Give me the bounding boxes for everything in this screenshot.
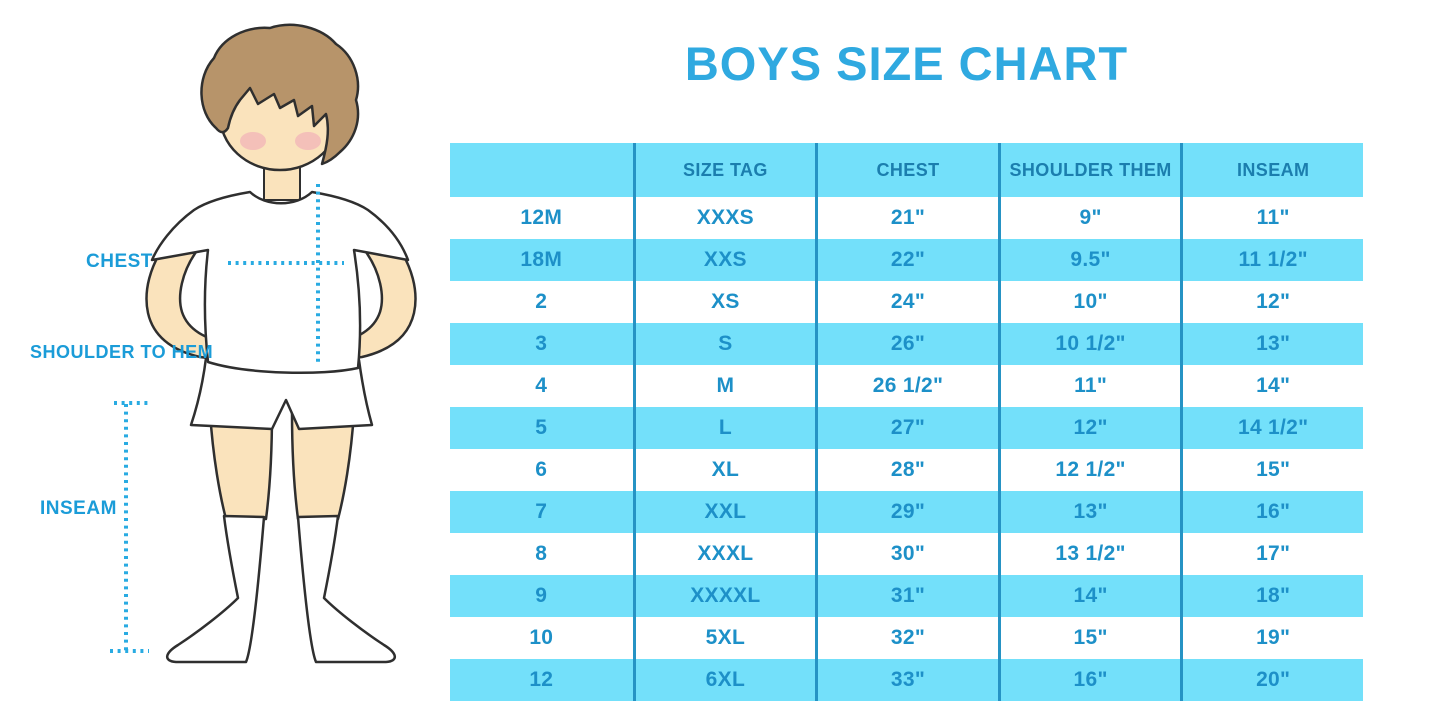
table-cell: 12 1/2" (997, 449, 1181, 491)
table-cell: 11" (997, 365, 1181, 407)
table-cell: XXL (632, 491, 816, 533)
table-row: 4 M 26 1/2" 11" 14" (450, 365, 1363, 407)
table-cell: 18M (450, 239, 633, 281)
page-title: BOYS SIZE CHART (684, 37, 1129, 90)
table-cell: XS (632, 281, 816, 323)
table-cell: 10" (997, 281, 1181, 323)
table-cell: 28" (815, 449, 998, 491)
table-cell: 15" (1180, 449, 1363, 491)
table-cell: XXS (632, 239, 816, 281)
size-table-header-row: SIZE TAG CHEST SHOULDER THEM INSEAM (450, 143, 1363, 197)
header-cell: SHOULDER THEM (997, 143, 1181, 197)
table-row: 7 XXL 29" 13" 16" (450, 491, 1363, 533)
table-cell: XL (632, 449, 816, 491)
table-row: 10 5XL 32" 15" 19" (450, 617, 1363, 659)
right-sock (296, 514, 396, 664)
table-row: 18M XXS 22" 9.5" 11 1/2" (450, 239, 1363, 281)
table-cell: 27" (815, 407, 998, 449)
table-cell: 24" (815, 281, 998, 323)
header-cell: SIZE TAG (632, 143, 816, 197)
table-row: 9 XXXXL 31" 14" 18" (450, 575, 1363, 617)
table-cell: 13" (1180, 323, 1363, 365)
table-cell: 15" (997, 617, 1181, 659)
table-cell: 11" (1180, 197, 1363, 239)
size-table: SIZE TAG CHEST SHOULDER THEM INSEAM 12M XXXS… (450, 143, 1363, 701)
size-table-body: 12M XXXS 21" 9" 11" 18M XXS 22" 9.5" 11 1/2" 2 XS 24… (450, 197, 1363, 701)
shoulder-to-hem-label: SHOULDER TO HEM (30, 342, 214, 362)
table-row: 12M XXXS 21" 9" 11" (450, 197, 1363, 239)
hair (200, 23, 360, 166)
header-cell (450, 143, 633, 197)
table-cell: 22" (815, 239, 998, 281)
table-cell: 16" (997, 659, 1181, 701)
table-cell: 26 1/2" (815, 365, 998, 407)
table-cell: XXXL (632, 533, 816, 575)
table-cell: 29" (815, 491, 998, 533)
table-cell: 12M (520, 206, 563, 229)
table-cell: XXXXL (632, 575, 816, 617)
table-cell: 6 (535, 458, 548, 481)
table-cell: 20" (1180, 659, 1363, 701)
table-row: 3 S 26" 10 1/2" 13" (450, 323, 1363, 365)
table-cell: 26" (815, 323, 998, 365)
left-cheek (240, 132, 266, 150)
table-cell: 18" (1180, 575, 1363, 617)
table-row: 8 XXXL 30" 13 1/2" 17" (450, 533, 1363, 575)
table-cell: 14 1/2" (1180, 407, 1363, 449)
table-cell: 32" (815, 617, 998, 659)
table-cell: 7 (450, 491, 633, 533)
table-cell: 31" (815, 575, 998, 617)
table-cell: 4 (535, 374, 548, 397)
table-cell: 33" (815, 659, 998, 701)
table-cell: 9 (450, 575, 633, 617)
table-cell: 10 (529, 626, 554, 649)
header-cell: INSEAM (1180, 143, 1363, 197)
table-cell: 17" (1180, 533, 1363, 575)
table-row: 12 6XL 33" 16" 20" (450, 659, 1363, 701)
table-cell: 13 1/2" (997, 533, 1181, 575)
table-cell: S (632, 323, 816, 365)
table-cell: 5 (450, 407, 633, 449)
table-cell: 14" (997, 575, 1181, 617)
table-cell: 10 1/2" (997, 323, 1181, 365)
boy-figure-illustration (110, 23, 417, 664)
table-row: 2 XS 24" 10" 12" (450, 281, 1363, 323)
table-cell: 9.5" (997, 239, 1181, 281)
table-cell: 14" (1180, 365, 1363, 407)
table-row: 6 XL 28" 12 1/2" 15" (450, 449, 1363, 491)
left-sock (166, 514, 266, 664)
table-cell: 13" (997, 491, 1181, 533)
table-cell: L (632, 407, 816, 449)
table-cell: 9" (997, 197, 1181, 239)
table-cell: 3 (450, 323, 633, 365)
table-cell: 8 (535, 542, 548, 565)
left-leg (208, 410, 274, 521)
table-cell: M (632, 365, 816, 407)
chest-label: CHEST (86, 251, 153, 272)
right-cheek (295, 132, 321, 150)
table-cell: 12" (997, 407, 1181, 449)
table-cell: 6XL (632, 659, 816, 701)
header-cell: CHEST (815, 143, 998, 197)
table-cell: 21" (815, 197, 998, 239)
table-cell: 30" (815, 533, 998, 575)
table-cell: 12 (450, 659, 633, 701)
table-cell: 16" (1180, 491, 1363, 533)
table-cell: 12" (1180, 281, 1363, 323)
table-cell: 5XL (632, 617, 816, 659)
table-cell: XXXS (632, 197, 816, 239)
table-cell: 19" (1180, 617, 1363, 659)
table-cell: 11 1/2" (1180, 239, 1363, 281)
inseam-label: INSEAM (40, 498, 117, 519)
table-cell: 2 (535, 290, 548, 313)
table-row: 5 L 27" 12" 14 1/2" (450, 407, 1363, 449)
tshirt (150, 190, 410, 375)
